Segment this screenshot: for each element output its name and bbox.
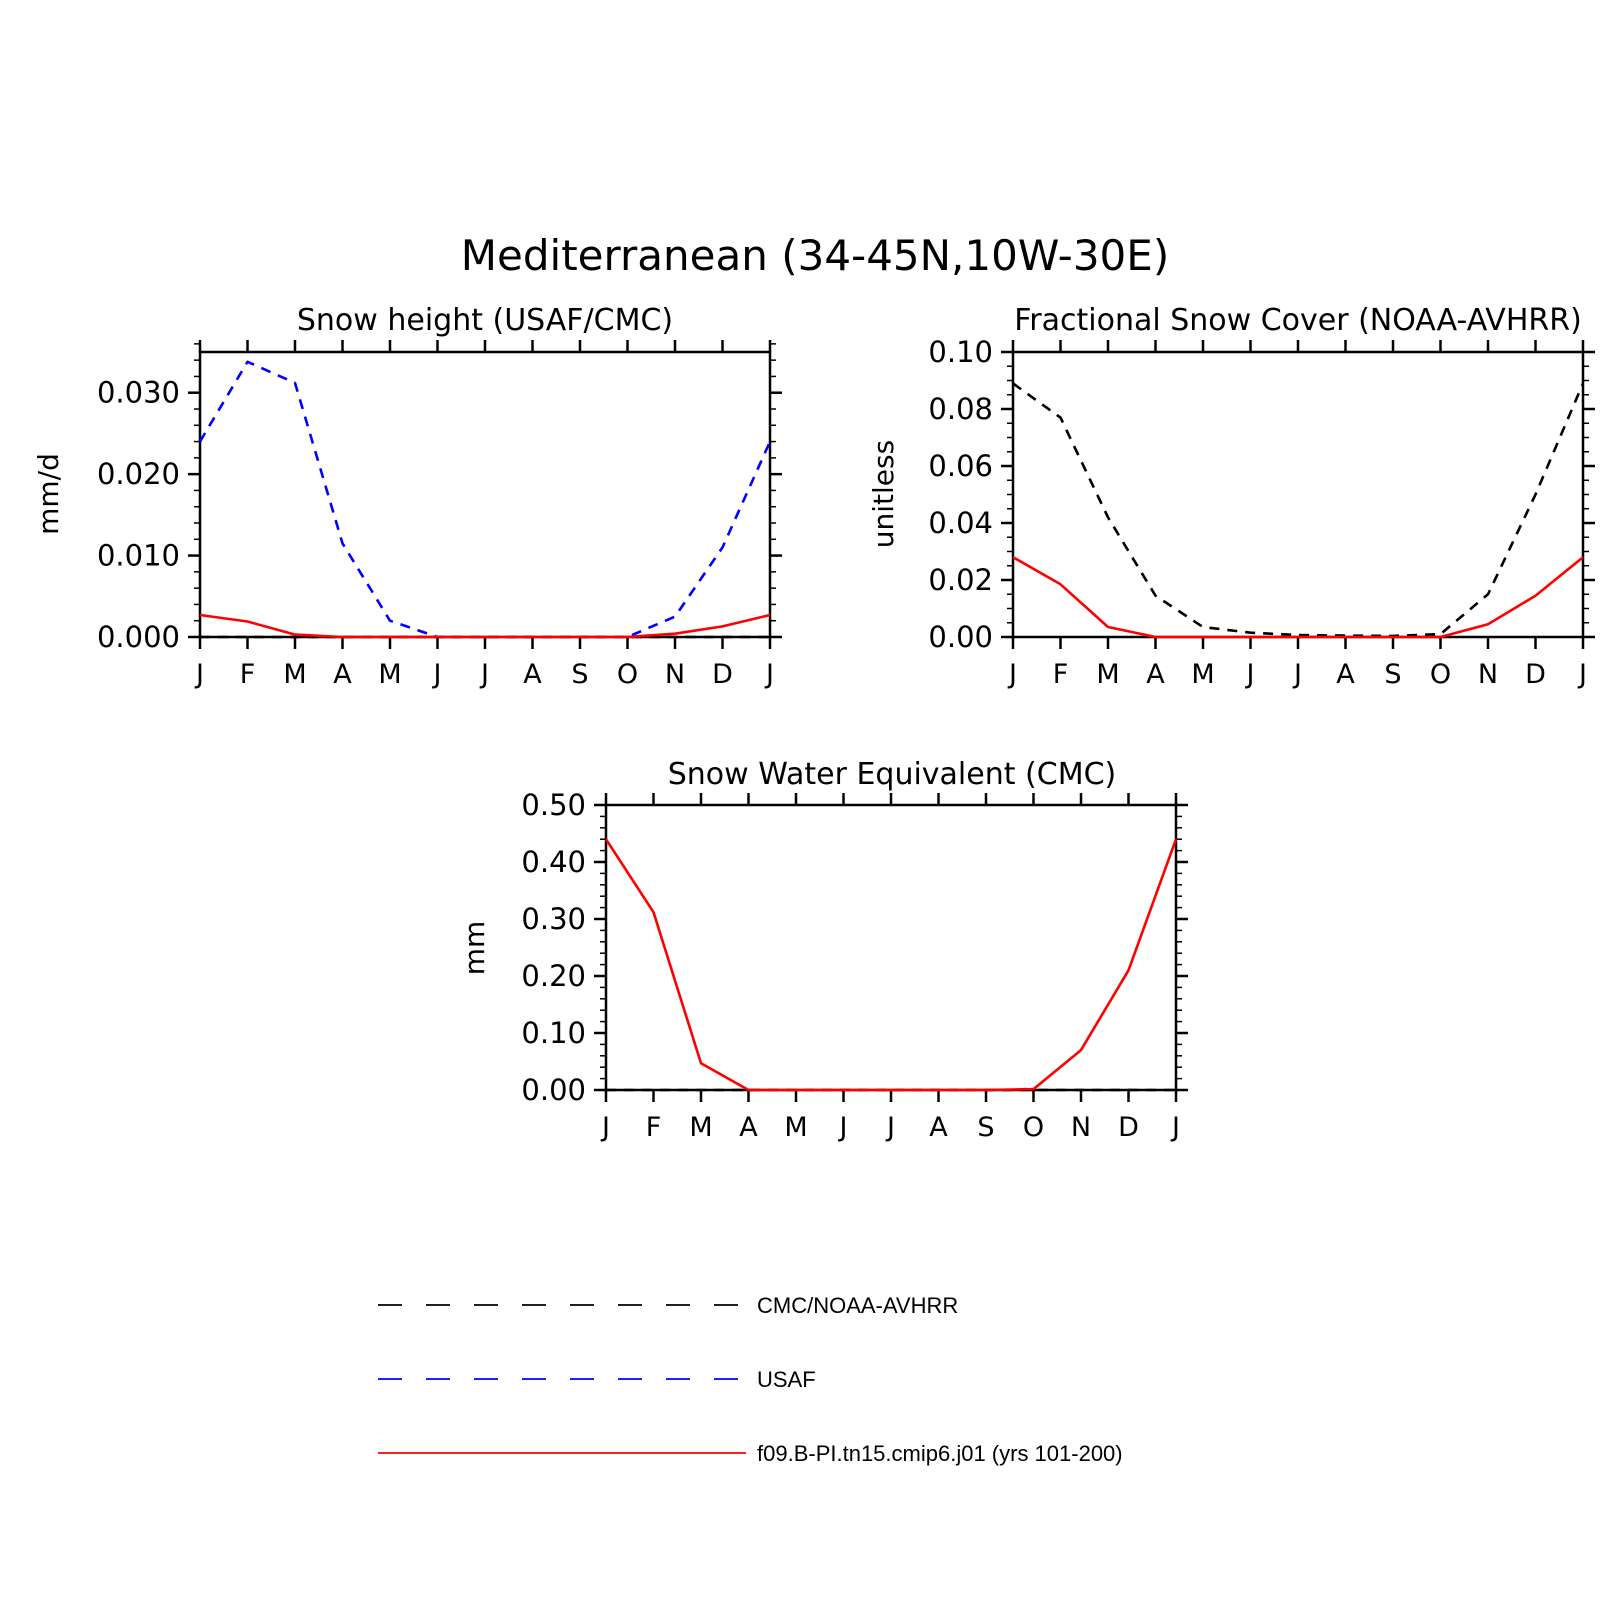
y-tick-label: 0.030	[97, 376, 180, 410]
x-tick-label: S	[571, 659, 588, 690]
y-tick-label: 0.000	[97, 620, 180, 654]
series-line	[1012, 382, 1585, 638]
x-tick-label: N	[1478, 659, 1498, 690]
y-tick-label: 0.010	[97, 539, 180, 573]
y-axis-label: unitless	[867, 440, 900, 548]
x-tick-label: A	[333, 659, 352, 690]
x-tick-label: M	[283, 659, 306, 690]
legend-entry: f09.B-PI.tn15.cmip6.j01 (yrs 101-200)	[378, 1441, 1123, 1466]
x-tick-label: S	[1384, 659, 1401, 690]
x-tick-label: F	[1053, 659, 1069, 690]
panel-fractional-snow-cover: Fractional Snow Cover (NOAA-AVHRR) unitl…	[867, 303, 1595, 690]
panel-title: Fractional Snow Cover (NOAA-AVHRR)	[1014, 303, 1582, 338]
y-tick-label: 0.00	[928, 620, 993, 654]
x-tick-label: J	[1170, 1112, 1180, 1143]
y-tick-label: 0.08	[928, 392, 993, 426]
legend-label: CMC/NOAA-AVHRR	[757, 1293, 958, 1318]
y-tick-label: 0.20	[521, 959, 586, 993]
x-tick-label: N	[1071, 1112, 1091, 1143]
x-tick-label: A	[523, 659, 542, 690]
y-tick-label: 0.40	[521, 845, 586, 879]
x-tick-label: J	[838, 1112, 848, 1143]
x-tick-label: F	[240, 659, 256, 690]
x-tick-label: O	[1430, 659, 1451, 690]
series-line	[198, 360, 772, 639]
legend-entry: USAF	[378, 1367, 816, 1392]
y-tick-label: 0.02	[928, 563, 993, 597]
y-tick-label: 0.06	[928, 449, 993, 483]
y-axis-label: mm/d	[32, 453, 65, 535]
plot-area: J F M A M J J A S O N D J0.000.100.200.300.400.50	[521, 788, 1188, 1143]
x-tick-label: J	[1292, 659, 1302, 690]
x-tick-label: N	[665, 659, 685, 690]
series-line	[199, 613, 771, 639]
x-tick-label: M	[689, 1112, 712, 1143]
x-tick-label: S	[977, 1112, 994, 1143]
x-tick-label: J	[600, 1112, 610, 1143]
panel-title: Snow height (USAF/CMC)	[297, 303, 673, 338]
x-tick-label: A	[739, 1112, 758, 1143]
x-tick-label: M	[378, 659, 401, 690]
x-tick-label: A	[1146, 659, 1165, 690]
x-tick-label: D	[712, 659, 733, 690]
legend: CMC/NOAA-AVHRR USAF f09.B-PI.tn15.cmip6.…	[378, 1293, 1123, 1466]
x-tick-label: M	[1191, 659, 1214, 690]
y-tick-label: 0.04	[928, 506, 993, 540]
x-tick-label: A	[929, 1112, 948, 1143]
x-tick-label: O	[1023, 1112, 1044, 1143]
y-tick-label: 0.30	[521, 902, 586, 936]
x-tick-label: D	[1525, 659, 1546, 690]
y-tick-label: 0.020	[97, 457, 180, 491]
y-tick-label: 0.00	[521, 1073, 586, 1107]
x-tick-label: J	[764, 659, 774, 690]
x-tick-label: J	[432, 659, 442, 690]
legend-label: USAF	[757, 1367, 816, 1392]
x-tick-label: J	[1007, 659, 1017, 690]
x-tick-label: J	[1245, 659, 1255, 690]
plot-frame	[198, 350, 772, 639]
figure-title: Mediterranean (34-45N,10W-30E)	[461, 231, 1169, 280]
x-tick-label: O	[617, 659, 638, 690]
y-tick-label: 0.10	[521, 1016, 586, 1050]
legend-entry: CMC/NOAA-AVHRR	[378, 1293, 958, 1318]
series-line	[604, 838, 1178, 1092]
x-tick-label: J	[885, 1112, 895, 1143]
x-tick-label: J	[479, 659, 489, 690]
x-tick-label: D	[1118, 1112, 1139, 1143]
x-tick-label: A	[1336, 659, 1355, 690]
x-tick-label: M	[784, 1112, 807, 1143]
series-line	[1012, 556, 1584, 639]
plot-frame	[604, 803, 1178, 1092]
x-tick-label: F	[646, 1112, 662, 1143]
panel-title: Snow Water Equivalent (CMC)	[668, 757, 1116, 792]
x-tick-label: J	[194, 659, 204, 690]
x-tick-label: M	[1096, 659, 1119, 690]
y-tick-label: 0.50	[521, 788, 586, 822]
y-tick-label: 0.10	[928, 335, 993, 369]
plot-area: J F M A M J J A S O N D J0.000.020.040.060.080.10	[928, 335, 1595, 690]
x-tick-label: J	[1577, 659, 1587, 690]
legend-label: f09.B-PI.tn15.cmip6.j01 (yrs 101-200)	[757, 1441, 1123, 1466]
y-axis-label: mm	[458, 921, 491, 976]
